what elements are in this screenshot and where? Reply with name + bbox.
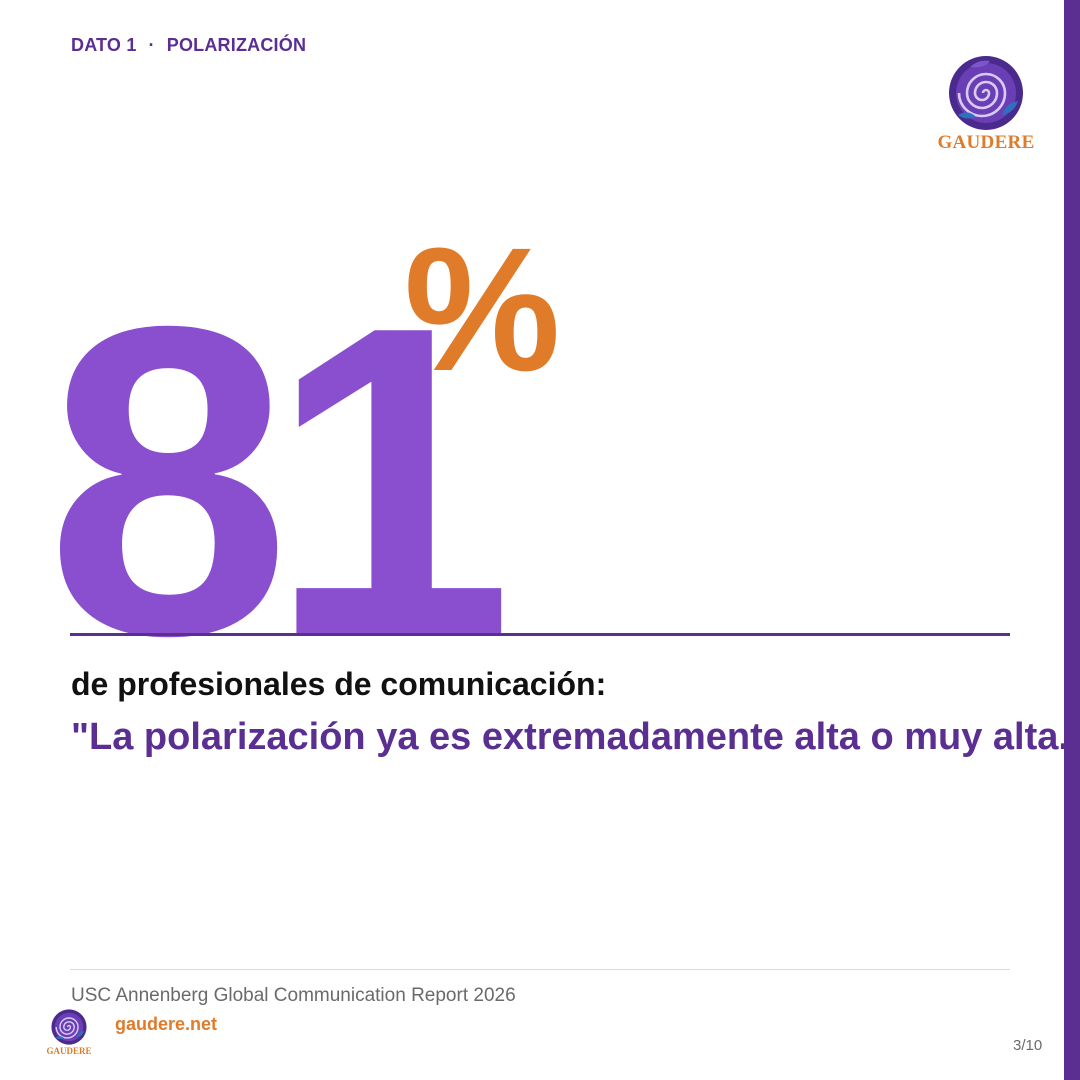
- section-kicker: DATO 1 · POLARIZACIÓN: [71, 35, 306, 56]
- brand-name: GAUDERE: [937, 132, 1035, 153]
- main-divider: [70, 633, 1010, 636]
- brand-logo: GAUDERE: [936, 53, 1036, 153]
- page-indicator: 3/10: [1013, 1037, 1043, 1054]
- stat-value: 81: [46, 236, 513, 727]
- kicker-separator: ·: [148, 35, 155, 55]
- kicker-label: DATO 1: [71, 35, 137, 55]
- footer-brand-name: GAUDERE: [46, 1046, 92, 1056]
- spiral-emblem-icon: [949, 56, 1023, 130]
- stat-subtitle: de profesionales de comunicación:: [71, 666, 607, 702]
- footer-divider: [70, 969, 1010, 970]
- stat-unit: %: [404, 212, 561, 408]
- website-link[interactable]: gaudere.net: [115, 1014, 218, 1034]
- spiral-emblem-icon: [51, 1009, 87, 1045]
- stat-quote: "La polarización ya es extremadamente al…: [71, 716, 1080, 758]
- right-accent-bar: [1064, 0, 1080, 1080]
- kicker-topic: POLARIZACIÓN: [166, 35, 307, 55]
- source-citation: USC Annenberg Global Communication Repor…: [71, 985, 516, 1006]
- footer-brand-logo: GAUDERE: [44, 1008, 94, 1058]
